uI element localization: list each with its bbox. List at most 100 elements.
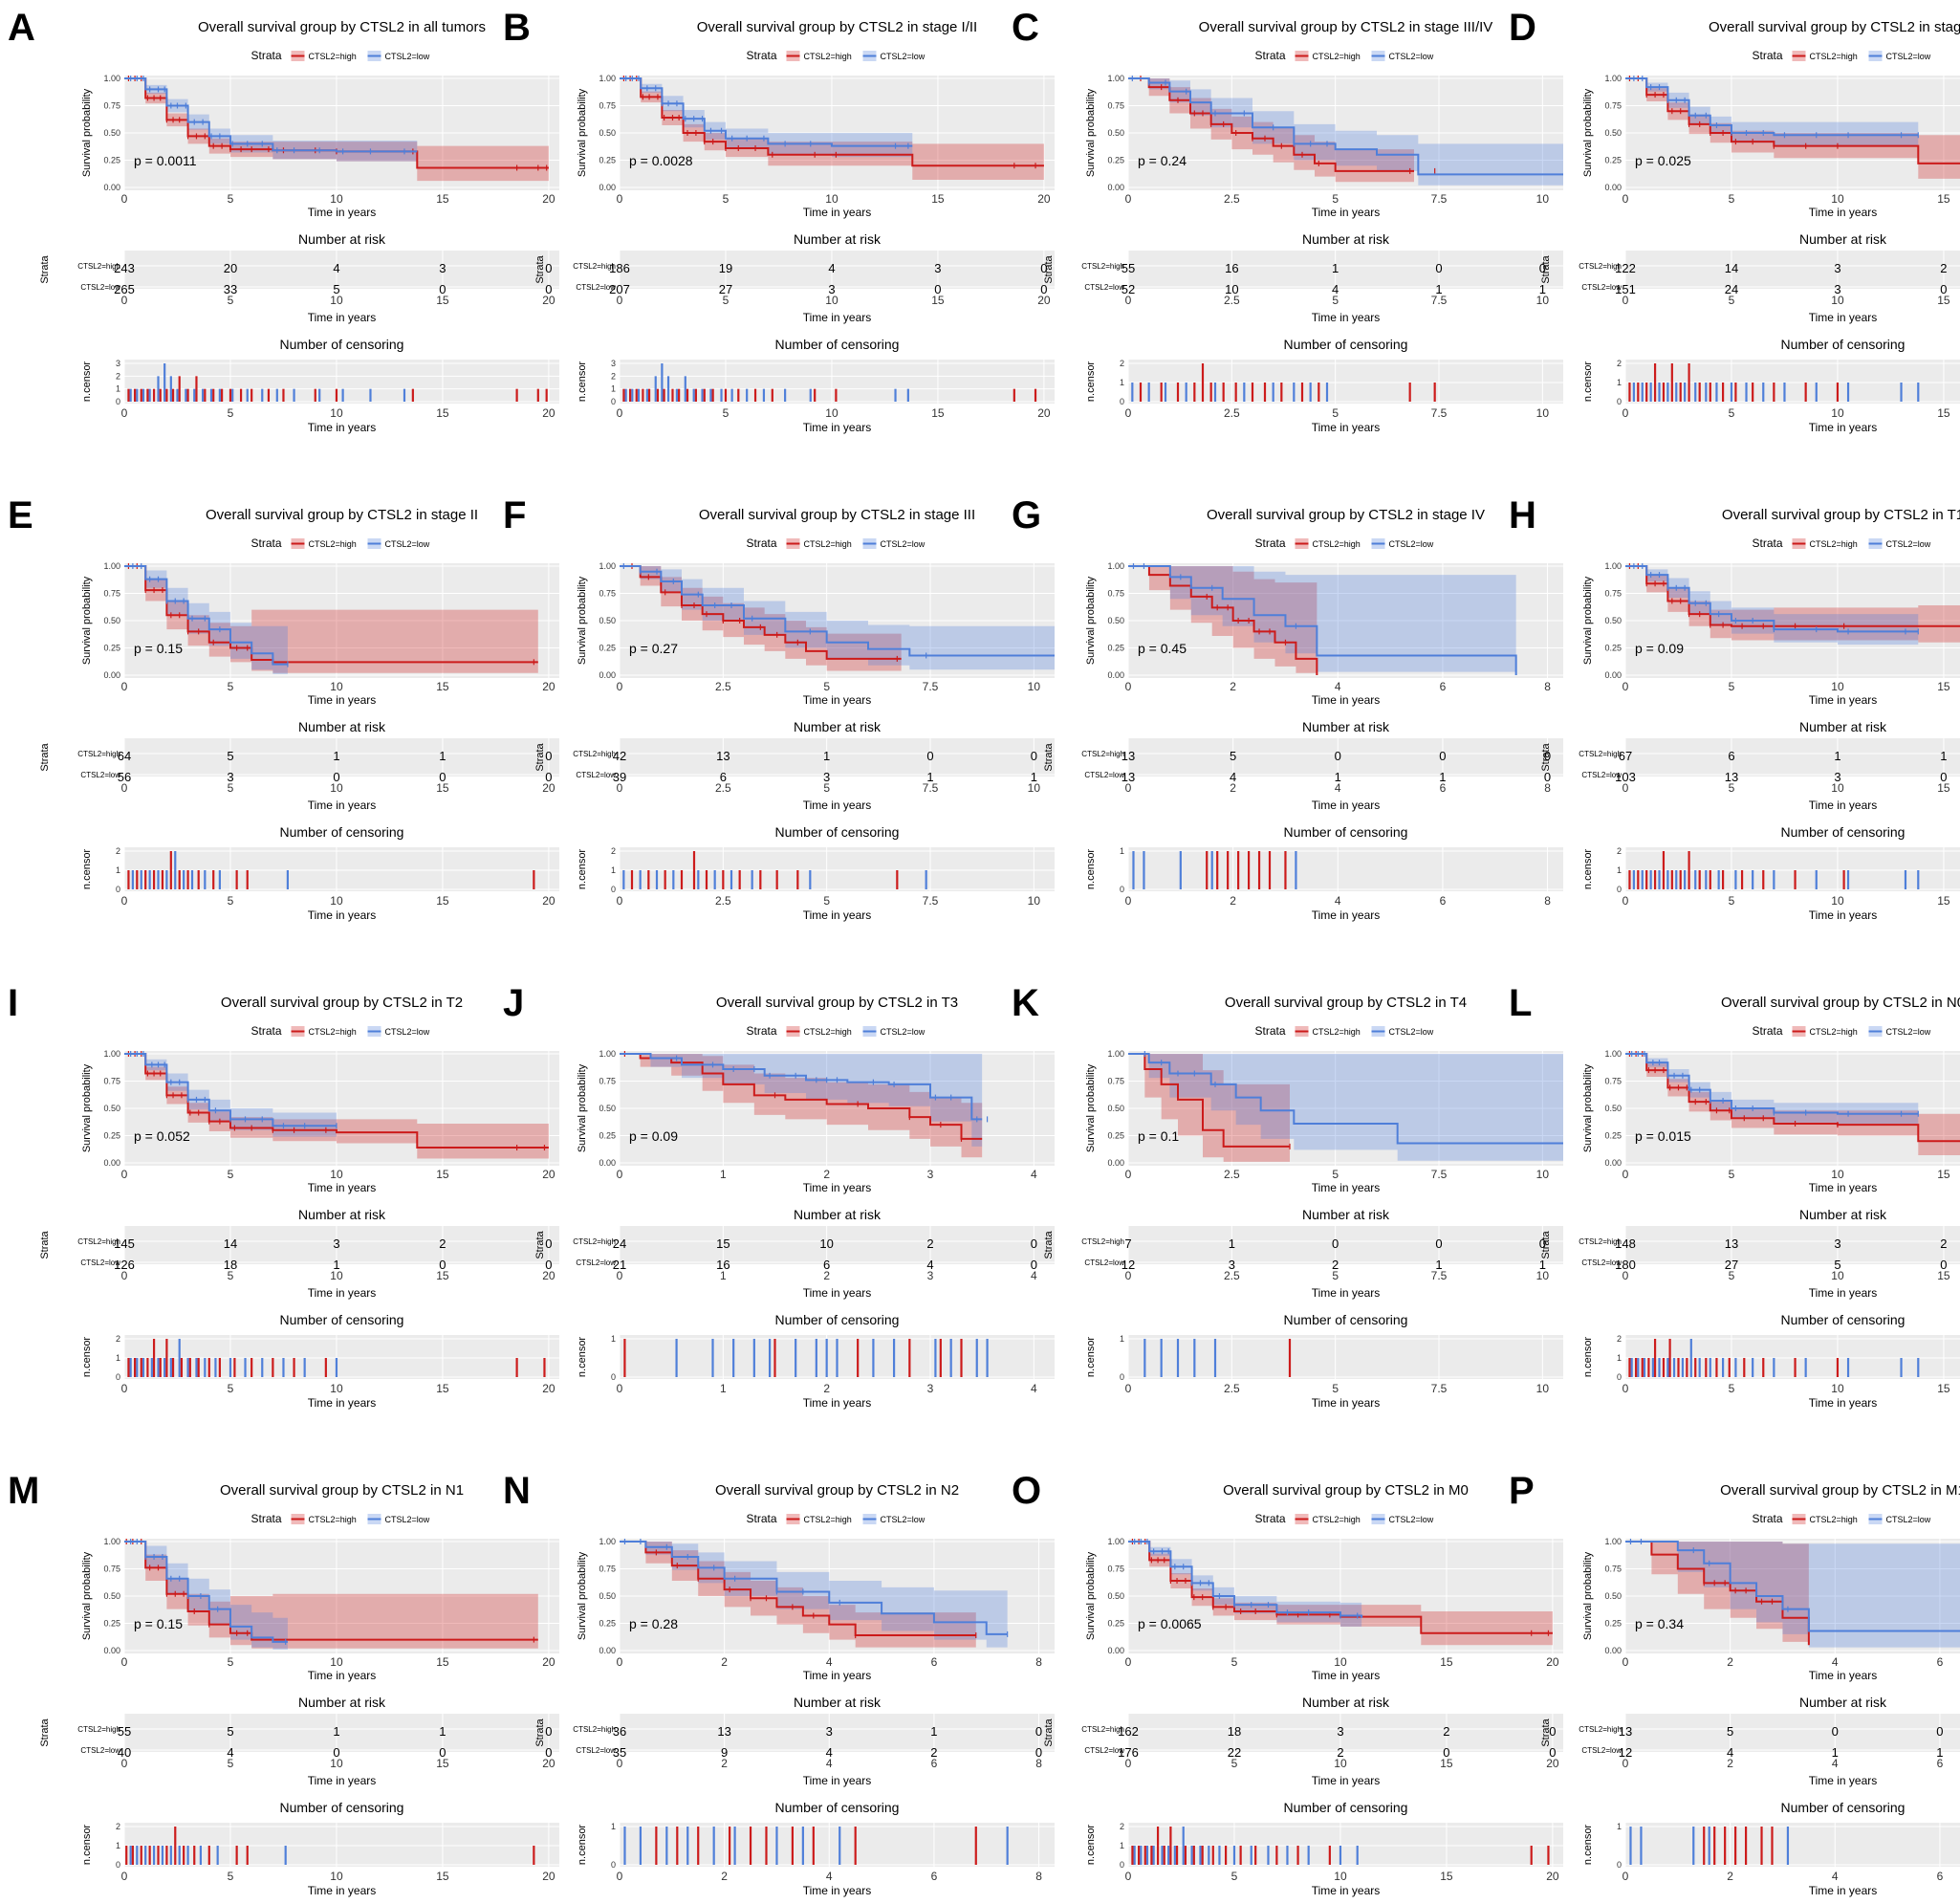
x-tick-label: 15 [436, 294, 449, 307]
x-tick-label: 0 [1622, 894, 1629, 908]
y-tick-label: 0.25 [599, 1619, 616, 1629]
y-tick-label: 2 [116, 846, 120, 856]
legend-title: Strata [251, 1024, 282, 1038]
ci-band-low [1128, 1542, 1362, 1630]
panel-letter: H [1509, 494, 1536, 536]
y-tick-label: 1 [1120, 378, 1124, 387]
risk-count: 0 [934, 282, 941, 296]
x-tick-label: 6 [1440, 680, 1447, 693]
risk-count: 9 [721, 1745, 728, 1760]
censor-y-label: n.censor [1085, 361, 1097, 403]
y-tick-label: 0.50 [103, 616, 120, 625]
risk-count: 265 [114, 282, 135, 296]
risk-count: 33 [224, 282, 237, 296]
legend-label: CTSL2=high [804, 1027, 852, 1037]
risk-count: 18 [1228, 1724, 1241, 1739]
risk-count: 0 [439, 1745, 446, 1760]
legend-label: CTSL2=high [309, 52, 357, 61]
y-tick-label: 0.75 [1604, 589, 1622, 599]
x-tick-label: 5 [823, 680, 830, 693]
risk-table-bg [620, 738, 1055, 777]
y-tick-label: 0 [1120, 1372, 1124, 1382]
p-value: p = 0.0011 [134, 153, 197, 168]
legend-label: CTSL2=high [1810, 52, 1858, 61]
censor-y-label: n.censor [1582, 849, 1594, 890]
legend-label: CTSL2=high [1810, 1515, 1858, 1524]
x-tick-label: 7.5 [923, 680, 939, 693]
risk-count: 0 [545, 770, 552, 784]
risk-table: Number at riskCTSL2=high676110CTSL2=low1… [1540, 719, 1960, 812]
risk-table-bg [124, 738, 559, 777]
risk-count: 13 [1725, 770, 1738, 784]
x-tick-label: 5 [1729, 294, 1735, 307]
survival-plot: p = 0.45 1.00 0.75 0.50 0.25 0.00 Survival pro… [1085, 561, 1563, 707]
panel-letter: O [1012, 1470, 1041, 1512]
x-axis-label: Time in years [1312, 1181, 1381, 1194]
risk-count: 0 [1031, 749, 1037, 763]
risk-y-label: Strata [534, 742, 546, 771]
p-value: p = 0.24 [1138, 153, 1187, 168]
y-tick-label: 1.00 [1107, 561, 1124, 571]
x-tick-label: 0 [1622, 781, 1629, 795]
y-axis-label: Survival probability [577, 1063, 588, 1152]
risk-count: 0 [1335, 749, 1341, 763]
censor-plot-bg [1128, 847, 1563, 891]
x-tick-label: 2.5 [1224, 294, 1240, 307]
ci-band-high [1625, 566, 1960, 643]
survival-curve-low [620, 1541, 1008, 1635]
risk-count: 0 [1539, 261, 1546, 275]
ci-band-high [124, 566, 538, 673]
censor-title: Number of censoring [280, 1800, 404, 1815]
censor-title: Number of censoring [775, 824, 900, 840]
y-tick-label: 0.75 [103, 1077, 120, 1086]
panel-k: K Overall survival group by CTSL2 in T4 St… [1012, 982, 1563, 1410]
x-tick-label: 0 [617, 192, 623, 206]
risk-title: Number at risk [298, 231, 386, 247]
y-tick-label: 1 [116, 1841, 120, 1850]
x-tick-label: 10 [330, 781, 343, 795]
x-tick-label: 8 [1035, 1757, 1042, 1770]
risk-strata-label: CTSL2=low [576, 771, 616, 779]
censor-title: Number of censoring [1284, 337, 1408, 352]
y-tick-label: 1.00 [103, 1537, 120, 1546]
risk-count: 3 [1229, 1258, 1235, 1272]
legend-title: Strata [1255, 536, 1286, 550]
panel-i: I Overall survival group by CTSL2 in T2 St… [8, 982, 559, 1410]
censor-plot-bg [124, 847, 559, 891]
risk-count: 0 [333, 1745, 339, 1760]
y-tick-label: 0.25 [599, 156, 616, 165]
x-tick-label: 0 [617, 1168, 623, 1181]
risk-count: 1 [823, 749, 830, 763]
risk-count: 2 [1337, 1745, 1343, 1760]
x-axis-label: Time in years [1312, 1774, 1381, 1787]
x-axis-label: Time in years [308, 1286, 377, 1300]
x-tick-label: 20 [542, 406, 555, 420]
risk-y-label: Strata [1043, 1718, 1055, 1746]
x-tick-label: 3 [927, 1168, 934, 1181]
censor-title: Number of censoring [1781, 1800, 1906, 1815]
y-tick-label: 0 [611, 397, 616, 406]
y-tick-label: 0 [1617, 1372, 1622, 1382]
x-axis-label: Time in years [803, 421, 872, 434]
x-axis-label: Time in years [308, 1396, 377, 1410]
legend: Strata CTSL2=high CTSL2=low [251, 1512, 430, 1525]
risk-count: 0 [1031, 1237, 1037, 1251]
legend-label: CTSL2=low [385, 539, 430, 549]
x-tick-label: 15 [931, 294, 945, 307]
x-tick-label: 5 [1332, 406, 1339, 420]
panel-letter: I [8, 982, 18, 1024]
x-tick-label: 5 [1729, 781, 1735, 795]
risk-title: Number at risk [1799, 231, 1887, 247]
y-tick-label: 0.75 [599, 101, 616, 111]
risk-count: 1 [1834, 749, 1840, 763]
censor-title: Number of censoring [775, 1800, 900, 1815]
legend-title: Strata [747, 49, 777, 62]
risk-count: 0 [1035, 1724, 1042, 1739]
risk-y-label: Strata [39, 254, 51, 283]
x-tick-label: 8 [1035, 1655, 1042, 1669]
legend: Strata CTSL2=high CTSL2=low [1753, 1024, 1931, 1038]
survival-curve-low [620, 77, 913, 147]
legend-label: CTSL2=low [385, 1027, 430, 1037]
risk-strata-label: CTSL2=low [1581, 283, 1622, 292]
